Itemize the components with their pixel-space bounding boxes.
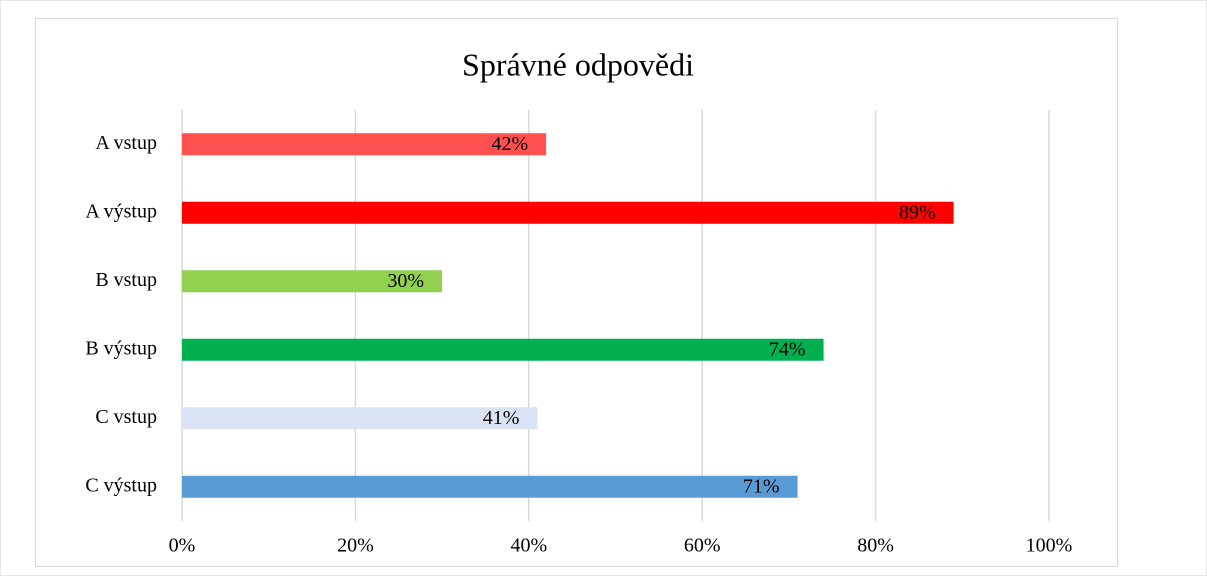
data-label: 71% bbox=[743, 475, 780, 497]
x-tick-label: 60% bbox=[684, 535, 721, 557]
y-tick-label: A vstup bbox=[95, 132, 157, 154]
y-tick-label: A výstup bbox=[85, 200, 157, 222]
y-tick-label: C výstup bbox=[85, 474, 157, 496]
bar bbox=[182, 475, 798, 498]
data-label: 30% bbox=[387, 270, 424, 292]
bar bbox=[182, 407, 538, 430]
bar bbox=[182, 270, 443, 293]
data-label: 41% bbox=[483, 407, 520, 429]
chart-frame bbox=[35, 18, 1118, 567]
y-tick-label: B vstup bbox=[95, 269, 157, 291]
x-tick-label: 100% bbox=[1026, 535, 1073, 557]
x-tick-label: 80% bbox=[857, 535, 894, 557]
bar bbox=[182, 133, 547, 156]
x-tick-label: 0% bbox=[169, 535, 196, 557]
x-tick-label: 20% bbox=[337, 535, 374, 557]
data-label: 74% bbox=[769, 338, 806, 360]
y-tick-label: B výstup bbox=[85, 337, 157, 359]
data-label: 42% bbox=[491, 133, 528, 155]
x-tick-label: 40% bbox=[510, 535, 547, 557]
chart-title: Správné odpovědi bbox=[462, 46, 694, 82]
data-label: 89% bbox=[899, 201, 936, 223]
bar bbox=[182, 338, 824, 361]
y-tick-label: C vstup bbox=[95, 406, 157, 428]
bar bbox=[182, 201, 954, 224]
